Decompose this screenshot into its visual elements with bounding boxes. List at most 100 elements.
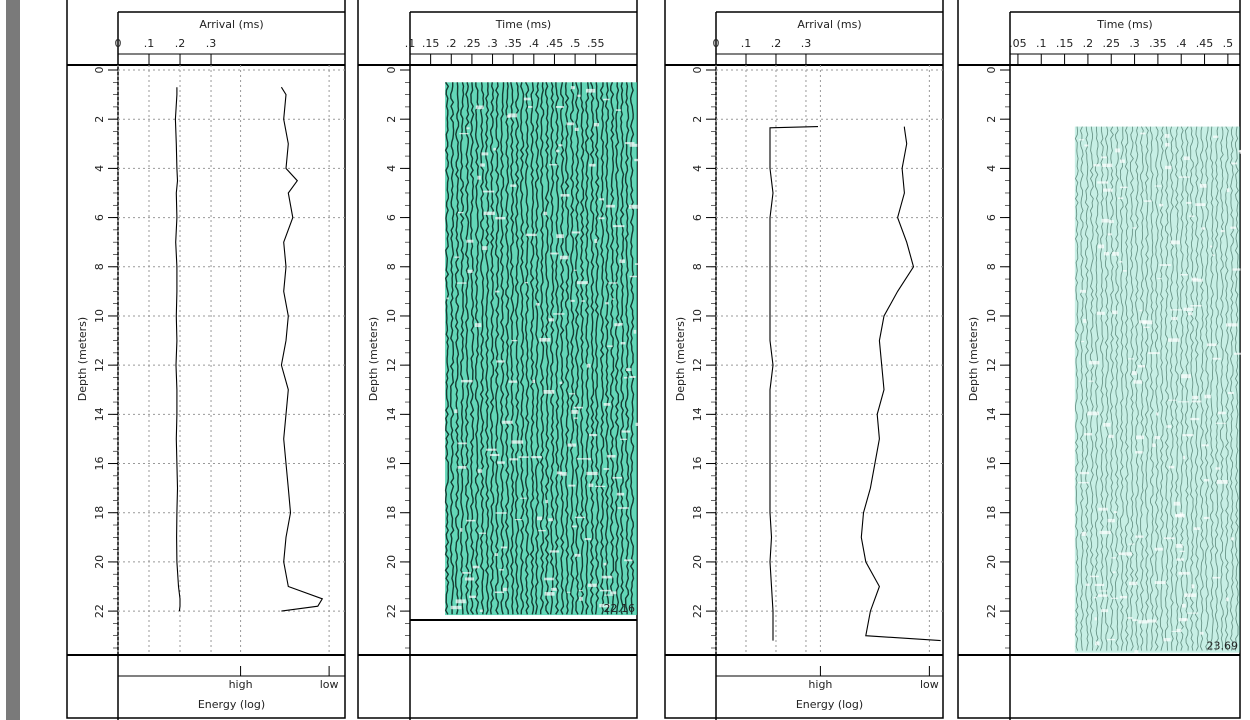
speckle — [560, 194, 570, 197]
speckle — [538, 529, 546, 532]
speckle — [469, 595, 477, 598]
speckle — [1138, 620, 1149, 624]
speckle — [1103, 423, 1111, 427]
speckle — [1132, 619, 1138, 622]
speckle — [1215, 422, 1227, 424]
speckle — [520, 497, 527, 499]
y-tick-label: 12 — [93, 358, 106, 372]
speckle — [539, 337, 551, 342]
speckle — [558, 144, 563, 147]
trace — [1224, 126, 1229, 651]
speckle — [1107, 518, 1115, 523]
speckle — [577, 94, 581, 97]
speckle — [523, 97, 531, 101]
y-tick-label: 18 — [93, 506, 106, 520]
trace — [1159, 126, 1164, 651]
speckle — [1159, 203, 1164, 207]
x2-tick-label: low — [920, 678, 939, 691]
speckle — [574, 516, 586, 519]
seismic-image — [444, 81, 643, 616]
trace — [614, 82, 620, 615]
speckle — [1191, 584, 1195, 589]
speckle — [603, 468, 610, 470]
y-tick-label: 20 — [985, 555, 998, 569]
speckle — [462, 572, 471, 574]
speckle — [1164, 134, 1170, 138]
speckle — [1107, 638, 1116, 641]
panel-frame — [957, 0, 1241, 719]
speckle — [629, 204, 638, 209]
speckle — [495, 512, 507, 514]
speckle — [1122, 270, 1127, 272]
trace — [559, 82, 565, 615]
speckle — [621, 430, 631, 433]
speckle — [1135, 451, 1143, 454]
y-tick-label: 0 — [385, 67, 398, 74]
speckle — [1140, 132, 1146, 135]
speckle — [454, 409, 458, 414]
speckle — [1096, 311, 1105, 315]
speckle — [1225, 597, 1229, 602]
speckle — [1088, 380, 1094, 382]
speckle — [576, 281, 588, 285]
x2-axis-title: Energy (log) — [796, 698, 863, 711]
trace — [599, 82, 605, 615]
trace — [524, 81, 530, 615]
speckle — [1209, 245, 1213, 248]
speckle — [587, 457, 592, 461]
speckle — [1215, 467, 1221, 470]
trace — [1124, 126, 1129, 651]
speckle — [483, 211, 495, 215]
speckle — [573, 417, 578, 419]
speckle — [1081, 340, 1085, 343]
speckle — [586, 88, 596, 93]
x-tick-label: .15 — [422, 37, 440, 50]
seismic-fill — [445, 82, 637, 616]
speckle — [599, 589, 612, 592]
trace — [499, 82, 505, 615]
trace — [489, 82, 495, 615]
speckle — [599, 198, 605, 201]
speckle — [1078, 481, 1089, 484]
speckle — [548, 518, 553, 522]
y-tick-label: 0 — [691, 67, 704, 74]
y-tick-label: 16 — [985, 457, 998, 471]
end-depth-label: 23.69 — [1207, 640, 1239, 653]
y-tick-label: 10 — [985, 309, 998, 323]
speckle — [482, 190, 495, 193]
speckle — [570, 299, 575, 302]
trace — [449, 82, 455, 615]
speckle — [1139, 320, 1148, 324]
speckle — [1239, 149, 1246, 154]
speckle — [1099, 530, 1111, 535]
trace — [1109, 126, 1114, 651]
speckle — [465, 577, 474, 581]
speckle — [624, 559, 633, 562]
speckle — [536, 302, 540, 306]
speckle — [573, 269, 577, 271]
trace — [1174, 126, 1179, 651]
trace — [539, 82, 545, 615]
x-tick-label: .1 — [144, 37, 155, 50]
x-tick-label: .4 — [529, 37, 540, 50]
x-axis-title: Time (ms) — [495, 18, 551, 31]
y-tick-label: 14 — [385, 407, 398, 421]
speckle — [545, 499, 549, 504]
speckle — [1173, 501, 1181, 506]
speckle — [612, 476, 623, 479]
trace — [494, 82, 500, 615]
speckle — [1180, 274, 1189, 276]
trace — [1139, 126, 1144, 651]
trace — [444, 81, 450, 615]
trace — [514, 82, 520, 615]
x-axis-title: Time (ms) — [1096, 18, 1152, 31]
speckle — [457, 211, 464, 214]
speckle — [616, 492, 625, 496]
trace — [504, 82, 510, 615]
speckle — [1135, 535, 1144, 538]
speckle — [1191, 395, 1199, 400]
speckle — [588, 483, 594, 487]
speckle — [1085, 583, 1090, 586]
speckle — [455, 599, 466, 604]
speckle — [1113, 511, 1118, 514]
